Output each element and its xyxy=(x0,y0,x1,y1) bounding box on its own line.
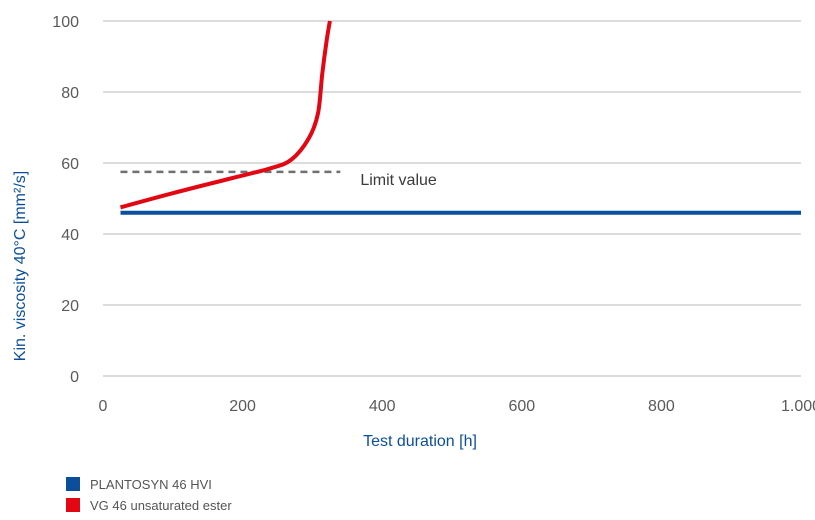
x-axis-title: Test duration [h] xyxy=(363,433,477,450)
legend-label-ester: VG 46 unsaturated ester xyxy=(90,497,232,513)
x-tick-label-3: 600 xyxy=(508,398,535,415)
y-tick-label-4: 80 xyxy=(61,85,79,102)
y-tick-label-1: 20 xyxy=(61,298,79,315)
y-tick-label-3: 60 xyxy=(61,156,79,173)
legend-swatch-ester xyxy=(66,498,80,512)
x-tick-label-0: 0 xyxy=(99,398,108,415)
y-axis-title: Kin. viscosity 40°C [mm²/s] xyxy=(12,171,29,361)
x-tick-label-2: 400 xyxy=(369,398,396,415)
y-tick-label-2: 40 xyxy=(61,227,79,244)
legend: PLANTOSYN 46 HVI VG 46 unsaturated ester xyxy=(66,474,232,516)
y-tick-label-5: 100 xyxy=(52,14,79,31)
limit-value-label: Limit value xyxy=(360,172,437,189)
legend-label-plantosyn: PLANTOSYN 46 HVI xyxy=(90,476,212,492)
x-tick-label-5: 1.000 xyxy=(781,398,815,415)
x-tick-label-4: 800 xyxy=(648,398,675,415)
series-line-ester xyxy=(119,20,332,210)
legend-swatch-plantosyn xyxy=(66,477,80,491)
y-tick-label-0: 0 xyxy=(70,369,79,386)
legend-item-ester: VG 46 unsaturated ester xyxy=(66,495,232,515)
x-tick-label-1: 200 xyxy=(229,398,256,415)
legend-item-plantosyn: PLANTOSYN 46 HVI xyxy=(66,474,232,494)
